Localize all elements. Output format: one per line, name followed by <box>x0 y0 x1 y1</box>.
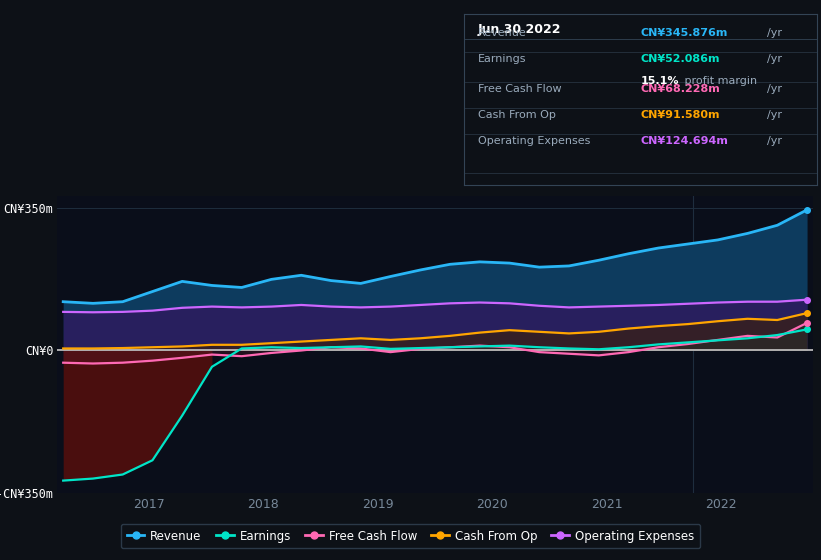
Text: Earnings: Earnings <box>478 54 526 63</box>
Text: CN¥52.086m: CN¥52.086m <box>640 54 720 63</box>
Text: /yr: /yr <box>768 84 782 94</box>
Text: CN¥68.228m: CN¥68.228m <box>640 84 720 94</box>
Text: Revenue: Revenue <box>478 28 527 38</box>
Text: /yr: /yr <box>768 54 782 63</box>
Text: CN¥124.694m: CN¥124.694m <box>640 136 728 146</box>
Text: /yr: /yr <box>768 136 782 146</box>
Text: Jun 30 2022: Jun 30 2022 <box>478 22 562 35</box>
Text: /yr: /yr <box>768 110 782 120</box>
Text: CN¥91.580m: CN¥91.580m <box>640 110 720 120</box>
Text: CN¥345.876m: CN¥345.876m <box>640 28 727 38</box>
Text: Free Cash Flow: Free Cash Flow <box>478 84 562 94</box>
Text: profit margin: profit margin <box>681 76 757 86</box>
Text: Operating Expenses: Operating Expenses <box>478 136 590 146</box>
Text: /yr: /yr <box>768 28 782 38</box>
Text: 15.1%: 15.1% <box>640 76 679 86</box>
Text: Cash From Op: Cash From Op <box>478 110 556 120</box>
Legend: Revenue, Earnings, Free Cash Flow, Cash From Op, Operating Expenses: Revenue, Earnings, Free Cash Flow, Cash … <box>121 524 700 548</box>
